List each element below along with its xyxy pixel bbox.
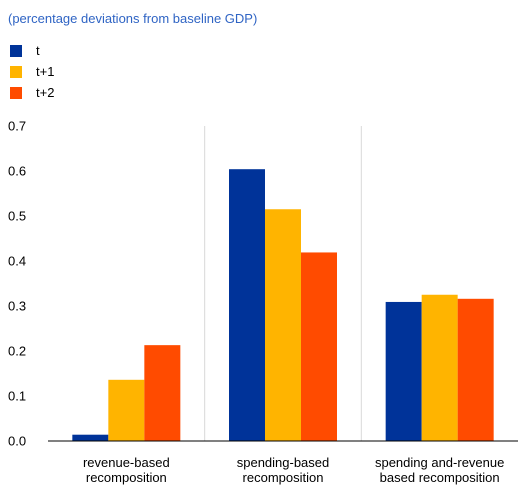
legend-item-t: t	[10, 40, 54, 61]
x-category-label: based recomposition	[380, 470, 500, 485]
bar-t-2	[385, 301, 422, 441]
bar-t-1	[229, 169, 265, 441]
legend-label-t1: t+1	[36, 64, 55, 79]
legend-swatch-t	[10, 44, 22, 57]
y-tick-label: 0.6	[8, 164, 26, 179]
bar-tplus1-0	[108, 379, 145, 441]
x-category-label: recomposition	[243, 470, 324, 485]
legend-item-t2: t+2	[10, 82, 54, 103]
y-tick-label: 0.5	[8, 209, 26, 224]
legend-swatch-t1	[10, 65, 22, 78]
legend-item-t1: t+1	[10, 61, 54, 82]
legend-label-t2: t+2	[36, 85, 55, 100]
legend-swatch-t2	[10, 86, 22, 99]
y-tick-label: 0.1	[8, 389, 26, 404]
bar-t-0	[72, 434, 109, 441]
bar-tplus1-1	[265, 209, 301, 441]
y-tick-label: 0.4	[8, 254, 26, 269]
y-tick-label: 0.2	[8, 344, 26, 359]
y-tick-label: 0.0	[8, 434, 26, 449]
bar-tplus2-0	[144, 345, 181, 441]
bar-tplus1-2	[421, 294, 458, 441]
x-category-label: spending and-revenue	[375, 455, 504, 470]
x-category-label: recomposition	[86, 470, 167, 485]
bar-tplus2-1	[301, 252, 337, 441]
bar-tplus2-2	[457, 298, 494, 441]
chart-subtitle: (percentage deviations from baseline GDP…	[8, 11, 258, 26]
y-tick-label: 0.7	[8, 119, 26, 134]
y-tick-label: 0.3	[8, 299, 26, 314]
x-category-label: revenue-based	[83, 455, 170, 470]
legend: t t+1 t+2	[10, 40, 54, 103]
x-category-label: spending-based	[237, 455, 330, 470]
legend-label-t: t	[36, 43, 40, 58]
